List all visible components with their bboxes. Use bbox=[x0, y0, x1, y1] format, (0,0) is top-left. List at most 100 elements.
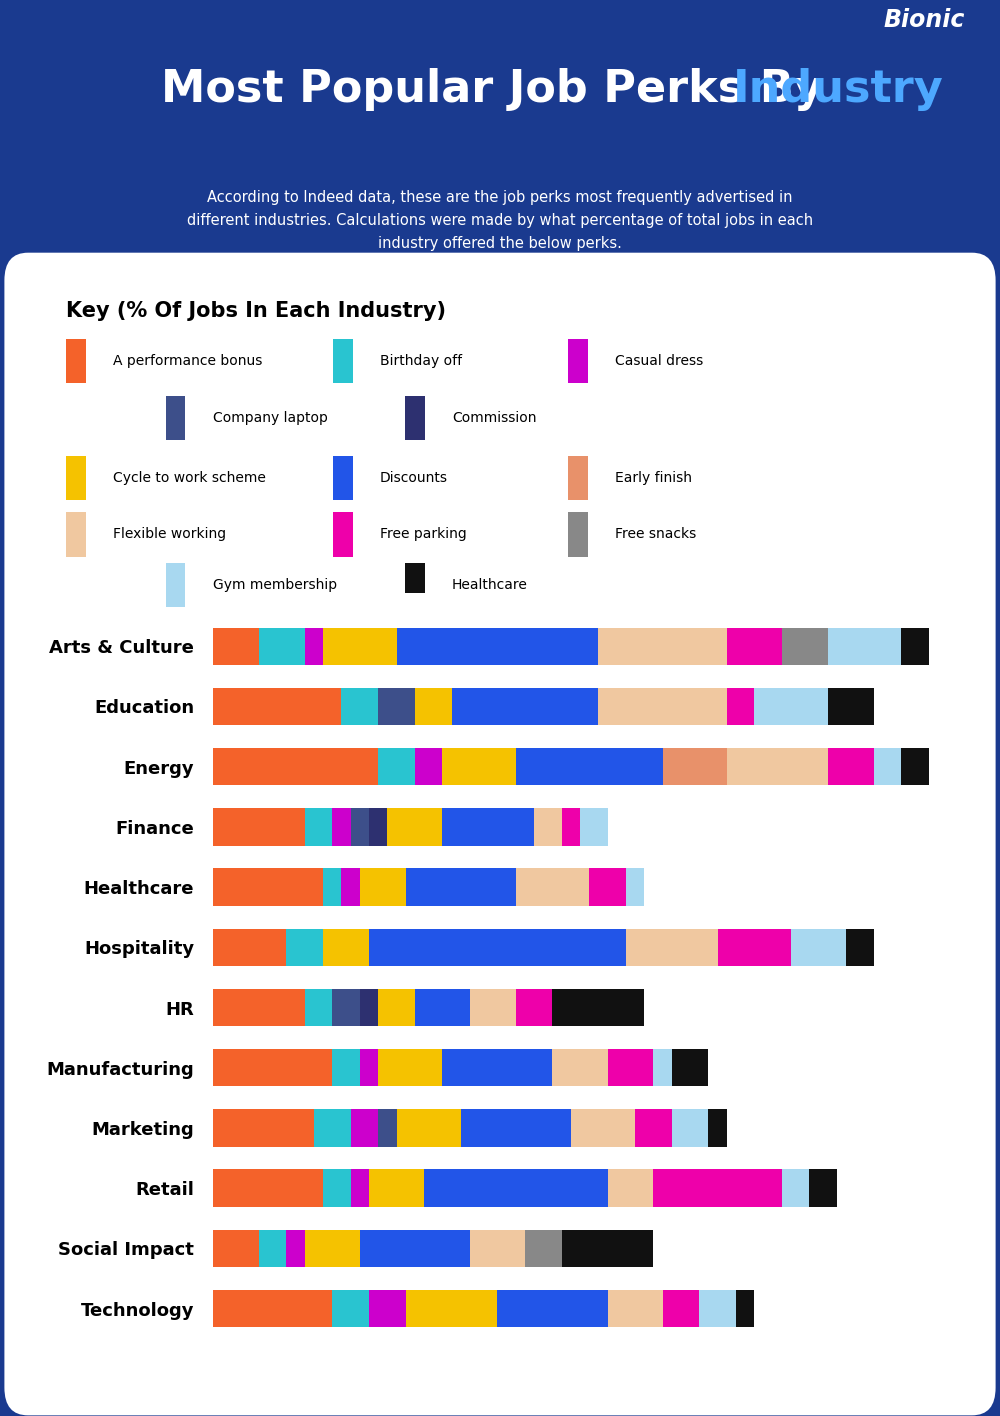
Text: Casual dress: Casual dress bbox=[615, 354, 703, 368]
Bar bbox=[378, 748, 415, 786]
Bar bbox=[213, 1229, 259, 1267]
Bar bbox=[672, 1109, 708, 1147]
Bar bbox=[663, 1290, 699, 1327]
Bar bbox=[369, 1290, 406, 1327]
Bar bbox=[672, 1049, 708, 1086]
Bar bbox=[497, 1290, 608, 1327]
Bar bbox=[360, 988, 378, 1027]
Bar bbox=[166, 395, 185, 440]
Text: Most Popular Job Perks By: Most Popular Job Perks By bbox=[161, 68, 839, 110]
Bar bbox=[516, 988, 552, 1027]
Bar bbox=[213, 988, 305, 1027]
Text: Commission: Commission bbox=[452, 411, 537, 425]
Bar bbox=[378, 988, 415, 1027]
Text: Company laptop: Company laptop bbox=[213, 411, 327, 425]
Bar bbox=[663, 748, 727, 786]
Bar bbox=[405, 395, 425, 440]
Bar bbox=[415, 688, 452, 725]
Bar bbox=[727, 627, 782, 666]
Bar bbox=[341, 868, 360, 906]
Bar bbox=[901, 627, 929, 666]
Bar bbox=[442, 1049, 552, 1086]
Bar bbox=[259, 627, 305, 666]
Bar bbox=[782, 1170, 809, 1206]
Bar bbox=[534, 809, 562, 845]
Bar bbox=[516, 868, 589, 906]
Bar bbox=[461, 1109, 571, 1147]
Text: Key (% Of Jobs In Each Industry): Key (% Of Jobs In Each Industry) bbox=[66, 302, 446, 321]
Bar bbox=[846, 929, 874, 966]
Bar bbox=[332, 988, 360, 1027]
Bar bbox=[608, 1049, 653, 1086]
Bar bbox=[387, 809, 442, 845]
Text: Healthcare: Healthcare bbox=[452, 578, 528, 592]
Bar bbox=[828, 688, 874, 725]
Bar bbox=[332, 1049, 360, 1086]
Text: Free parking: Free parking bbox=[380, 527, 467, 541]
Bar bbox=[314, 1109, 351, 1147]
Bar bbox=[415, 988, 470, 1027]
Bar bbox=[305, 988, 332, 1027]
Bar bbox=[470, 1229, 525, 1267]
Text: Discounts: Discounts bbox=[380, 470, 448, 484]
Bar bbox=[562, 809, 580, 845]
Bar bbox=[213, 1290, 332, 1327]
Bar bbox=[396, 627, 598, 666]
Bar bbox=[396, 1109, 461, 1147]
Bar bbox=[727, 748, 828, 786]
Bar bbox=[782, 627, 828, 666]
Bar bbox=[369, 1170, 424, 1206]
Bar bbox=[369, 929, 626, 966]
Bar bbox=[442, 748, 516, 786]
Bar bbox=[369, 809, 387, 845]
Bar bbox=[66, 456, 86, 500]
Bar bbox=[699, 1290, 736, 1327]
Bar bbox=[323, 929, 369, 966]
Bar bbox=[525, 1229, 562, 1267]
Bar bbox=[305, 1229, 360, 1267]
Text: Birthday off: Birthday off bbox=[380, 354, 462, 368]
Bar bbox=[323, 868, 341, 906]
Text: According to Indeed data, these are the job perks most frequently advertised in
: According to Indeed data, these are the … bbox=[187, 190, 813, 251]
Bar bbox=[718, 929, 791, 966]
Bar bbox=[828, 748, 874, 786]
Bar bbox=[828, 627, 901, 666]
Bar bbox=[516, 748, 663, 786]
Bar bbox=[333, 456, 353, 500]
Bar bbox=[571, 1109, 635, 1147]
Bar bbox=[452, 688, 598, 725]
Bar bbox=[286, 1229, 305, 1267]
Bar bbox=[598, 627, 727, 666]
Bar bbox=[406, 1290, 497, 1327]
Bar bbox=[213, 1170, 323, 1206]
Bar bbox=[213, 809, 305, 845]
Bar bbox=[213, 868, 323, 906]
Bar bbox=[562, 1229, 653, 1267]
Text: A performance bonus: A performance bonus bbox=[113, 354, 262, 368]
Bar bbox=[351, 1170, 369, 1206]
Bar bbox=[305, 809, 332, 845]
Bar bbox=[66, 338, 86, 382]
Bar bbox=[415, 748, 442, 786]
Bar bbox=[213, 929, 286, 966]
Text: Early finish: Early finish bbox=[615, 470, 692, 484]
Bar bbox=[166, 562, 185, 607]
Bar bbox=[626, 929, 718, 966]
Bar bbox=[323, 627, 396, 666]
Bar bbox=[635, 1109, 672, 1147]
Bar bbox=[259, 1229, 286, 1267]
Bar bbox=[568, 456, 588, 500]
Bar bbox=[213, 688, 341, 725]
Bar bbox=[405, 562, 425, 607]
Bar bbox=[333, 338, 353, 382]
Bar bbox=[213, 748, 378, 786]
Bar bbox=[351, 809, 369, 845]
Bar bbox=[552, 988, 644, 1027]
Bar bbox=[608, 1170, 653, 1206]
Bar bbox=[332, 1290, 369, 1327]
Text: Bionic: Bionic bbox=[884, 8, 965, 33]
Bar bbox=[552, 1049, 608, 1086]
Bar bbox=[736, 1290, 754, 1327]
Text: Cycle to work scheme: Cycle to work scheme bbox=[113, 470, 266, 484]
Bar bbox=[323, 1170, 351, 1206]
